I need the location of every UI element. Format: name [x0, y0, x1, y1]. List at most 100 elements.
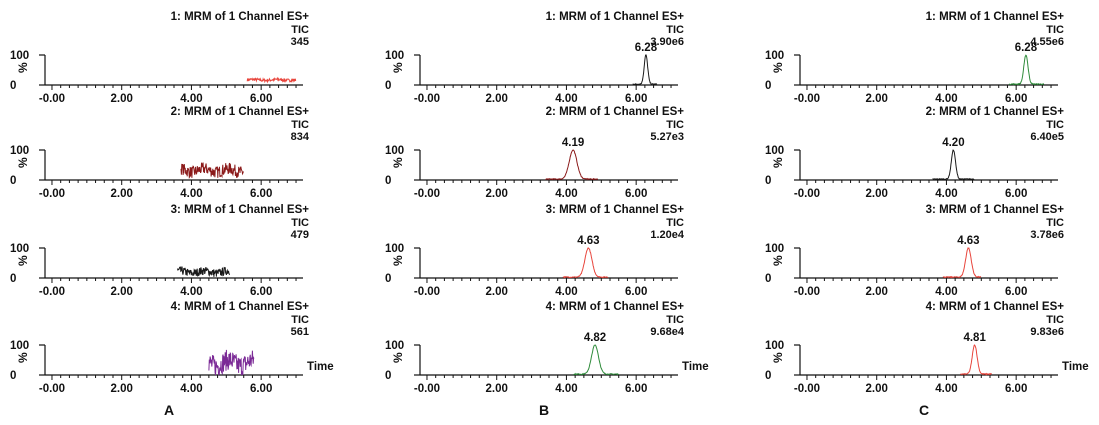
peak-time-label: 4.63 [957, 235, 979, 247]
x-tick-label: 4.00 [180, 93, 202, 105]
chromatogram-trace [180, 162, 244, 179]
peak-time-label: 6.28 [635, 42, 658, 54]
x-tick-label: 6.00 [625, 188, 647, 200]
x-tick-label: 2.00 [111, 93, 133, 105]
x-tick-label: 4.00 [935, 286, 957, 298]
y-axis-label: % [16, 255, 30, 266]
y-axis-label: % [391, 157, 405, 168]
x-tick-label: -0.00 [794, 188, 820, 200]
x-axis-label: Time [682, 361, 709, 373]
tic-value: 561 [291, 326, 309, 338]
x-tick-label: -0.00 [39, 383, 65, 395]
panel-label: B [539, 402, 549, 418]
tic-value: 1.20e4 [650, 229, 685, 241]
trace-title: 1: MRM of 1 Channel ES+ [546, 11, 685, 23]
tic-value: 9.68e4 [650, 326, 685, 338]
y-tick-label: 0 [385, 175, 391, 187]
tic-label: TIC [1046, 119, 1064, 131]
trace-title: 4: MRM of 1 Channel ES+ [546, 301, 685, 313]
peak-time-label: 4.81 [963, 332, 986, 344]
y-tick-label: 100 [765, 50, 784, 62]
x-tick-label: 2.00 [111, 286, 133, 298]
x-tick-label: 2.00 [111, 188, 133, 200]
panel-c: 1: MRM of 1 Channel ES+ TIC 4.55e6 100 0% -0.… [765, 11, 1089, 418]
y-tick-label: 0 [385, 370, 391, 382]
x-axis-label: Time [307, 361, 334, 373]
tic-value: 4.55e6 [1030, 36, 1064, 48]
x-tick-label: 6.00 [250, 383, 272, 395]
x-tick-label: 6.00 [1005, 383, 1027, 395]
x-tick-label: 2.00 [866, 93, 888, 105]
x-axis-label: Time [1062, 361, 1089, 373]
y-tick-label: 0 [10, 80, 16, 92]
x-tick-label: -0.00 [39, 93, 65, 105]
chromatogram-trace [960, 344, 992, 376]
peak-time-label: 4.20 [942, 137, 964, 149]
x-tick-label: 6.00 [1005, 188, 1027, 200]
chromatogram-trace [632, 54, 658, 86]
x-tick-label: 6.00 [1005, 93, 1027, 105]
y-axis-label: % [391, 255, 405, 266]
y-tick-label: 100 [385, 145, 404, 157]
y-tick-label: 100 [10, 50, 29, 62]
peak-time-label: 6.28 [1015, 42, 1038, 54]
panel-label: C [919, 402, 929, 418]
x-tick-label: 6.00 [625, 383, 647, 395]
x-tick-label: 4.00 [935, 383, 957, 395]
x-tick-label: 6.00 [250, 93, 272, 105]
trace-title: 2: MRM of 1 Channel ES+ [926, 106, 1065, 118]
trace-title: 2: MRM of 1 Channel ES+ [171, 106, 310, 118]
chromatogram-trace [942, 247, 982, 279]
y-tick-label: 0 [765, 80, 771, 92]
trace-title: 3: MRM of 1 Channel ES+ [546, 204, 685, 216]
peak-time-label: 4.19 [562, 137, 584, 149]
peak-time-label: 4.63 [577, 235, 599, 247]
tic-label: TIC [1046, 217, 1064, 229]
trace-title: 1: MRM of 1 Channel ES+ [926, 11, 1065, 23]
y-tick-label: 0 [385, 80, 391, 92]
x-tick-label: 2.00 [866, 383, 888, 395]
chromatogram-trace [1008, 54, 1045, 86]
trace-title: 3: MRM of 1 Channel ES+ [926, 204, 1065, 216]
y-tick-label: 100 [385, 340, 404, 352]
chromatogram-trace [177, 266, 230, 277]
y-tick-label: 0 [765, 175, 771, 187]
chromatogram-trace [932, 149, 975, 181]
x-tick-label: -0.00 [414, 286, 440, 298]
y-tick-label: 0 [10, 370, 16, 382]
y-tick-label: 100 [385, 243, 404, 255]
tic-value: 3.78e6 [1030, 229, 1064, 241]
y-tick-label: 0 [10, 175, 16, 187]
tic-label: TIC [666, 24, 684, 36]
y-tick-label: 100 [765, 340, 784, 352]
trace-title: 2: MRM of 1 Channel ES+ [546, 106, 685, 118]
x-tick-label: -0.00 [794, 286, 820, 298]
tic-label: TIC [291, 217, 309, 229]
x-tick-label: 2.00 [486, 383, 508, 395]
x-tick-label: -0.00 [39, 286, 65, 298]
y-axis-label: % [16, 157, 30, 168]
tic-label: TIC [666, 119, 684, 131]
x-tick-label: 6.00 [625, 93, 647, 105]
x-tick-label: 4.00 [935, 93, 957, 105]
y-tick-label: 0 [385, 273, 391, 285]
trace-title: 4: MRM of 1 Channel ES+ [171, 301, 310, 313]
y-tick-label: 100 [385, 50, 404, 62]
y-axis-label: % [391, 352, 405, 363]
x-tick-label: 2.00 [486, 93, 508, 105]
x-tick-label: 4.00 [180, 188, 202, 200]
y-axis-label: % [771, 157, 785, 168]
x-tick-label: 4.00 [180, 286, 202, 298]
x-tick-label: 2.00 [486, 188, 508, 200]
y-tick-label: 100 [10, 243, 29, 255]
peak-time-label: 4.82 [584, 332, 606, 344]
x-tick-label: 6.00 [250, 286, 272, 298]
